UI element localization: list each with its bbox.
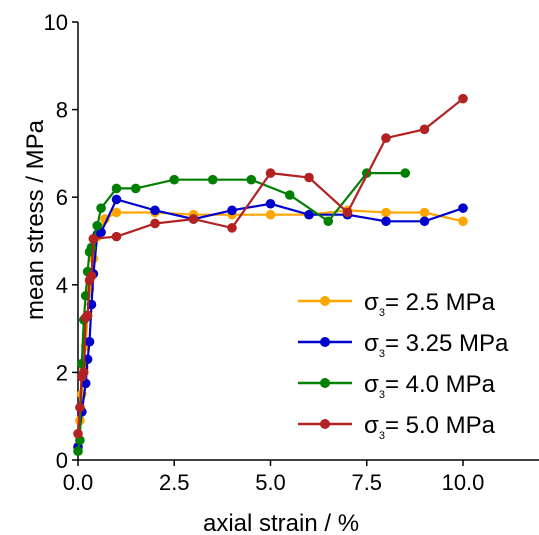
series-3 xyxy=(73,93,468,439)
legend-label: σ3= 3.25 MPa xyxy=(364,330,509,360)
legend-label: σ3= 4.0 MPa xyxy=(364,371,496,401)
data-point xyxy=(227,223,237,233)
data-point xyxy=(207,174,218,185)
data-point xyxy=(169,174,180,185)
series-layer xyxy=(73,93,468,457)
y-tick-label: 6 xyxy=(56,185,68,210)
x-ticks: 0.0 2.5 5.0 7.5 10.0 xyxy=(63,460,485,495)
legend-item: σ3= 4.0 MPa xyxy=(298,371,496,401)
legend-label: σ3= 5.0 MPa xyxy=(364,412,496,442)
y-tick-label: 4 xyxy=(56,273,68,298)
y-tick-label: 2 xyxy=(56,360,68,385)
x-axis-label: axial strain / % xyxy=(203,510,359,535)
data-point xyxy=(284,190,295,200)
legend-marker xyxy=(320,337,330,347)
legend-marker xyxy=(320,378,330,388)
y-ticks: 0 2 4 6 8 10 xyxy=(44,10,78,473)
x-tick-label: 7.5 xyxy=(351,470,382,495)
data-point xyxy=(92,220,103,231)
data-point xyxy=(458,216,468,227)
x-tick-label: 2.5 xyxy=(159,470,190,495)
data-point xyxy=(419,124,430,135)
x-tick-label: 0.0 xyxy=(63,470,94,495)
y-tick-label: 10 xyxy=(44,10,68,35)
legend-marker xyxy=(320,419,330,429)
data-point xyxy=(342,207,353,218)
data-point xyxy=(111,183,122,194)
data-point xyxy=(88,234,99,244)
data-point xyxy=(381,207,391,218)
data-point xyxy=(96,203,106,213)
y-axis-label: mean stress / MPa xyxy=(22,119,49,320)
legend-marker xyxy=(320,296,330,306)
data-point xyxy=(84,336,95,347)
data-point xyxy=(150,205,160,216)
y-tick-label: 8 xyxy=(56,98,68,123)
data-point xyxy=(130,183,141,194)
data-point xyxy=(304,172,314,183)
data-point xyxy=(400,168,411,178)
data-point xyxy=(265,209,276,220)
data-point xyxy=(381,216,391,227)
y-tick-label: 0 xyxy=(56,448,68,473)
data-point xyxy=(265,168,276,178)
legend-label: σ3= 2.5 MPa xyxy=(364,289,496,319)
data-point xyxy=(86,242,97,253)
data-point xyxy=(323,216,334,227)
data-point xyxy=(227,205,237,216)
legend-item: σ3= 3.25 MPa xyxy=(298,330,509,360)
data-point xyxy=(111,194,122,205)
data-point xyxy=(265,198,276,209)
data-point xyxy=(73,446,83,457)
data-point xyxy=(419,216,430,227)
data-point xyxy=(188,214,199,224)
x-tick-label: 5.0 xyxy=(255,470,286,495)
data-point xyxy=(78,367,89,378)
data-point xyxy=(304,209,314,220)
data-point xyxy=(246,174,257,185)
series-line xyxy=(76,198,464,448)
data-point xyxy=(458,203,468,213)
data-point xyxy=(111,231,122,242)
data-point xyxy=(150,218,160,229)
data-point xyxy=(86,271,97,281)
x-tick-label: 10.0 xyxy=(442,470,485,495)
data-point xyxy=(458,93,468,104)
data-point xyxy=(73,428,83,439)
data-point xyxy=(419,207,430,218)
data-point xyxy=(111,207,122,218)
legend-item: σ3= 5.0 MPa xyxy=(298,412,496,442)
data-point xyxy=(381,133,391,143)
data-point xyxy=(75,402,85,413)
legend-item: σ3= 2.5 MPa xyxy=(298,289,496,319)
legend: σ3= 2.5 MPa σ3= 3.25 MPa σ3= 4.0 MPa σ3= 5.… xyxy=(298,289,509,442)
data-point xyxy=(82,310,93,321)
